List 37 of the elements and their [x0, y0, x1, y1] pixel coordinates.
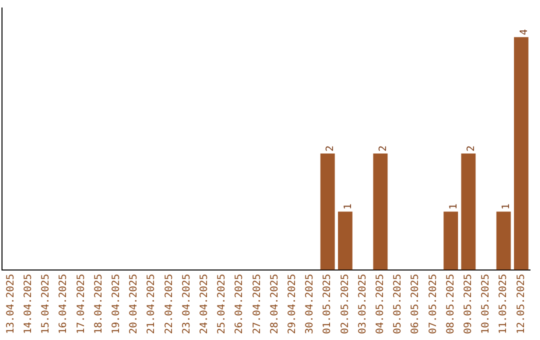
data-label: 2 — [466, 145, 477, 152]
data-label: 2 — [378, 145, 389, 152]
x-tick-label: 10.05.2025 — [480, 274, 492, 334]
data-label: 2 — [325, 145, 336, 152]
x-tick-label: 12.05.2025 — [516, 274, 527, 334]
x-tick-label: 13.04.2025 — [5, 274, 16, 334]
x-tick-label: 16.04.2025 — [58, 274, 70, 334]
x-tick-label: 01.05.2025 — [322, 274, 334, 334]
data-label: 1 — [342, 204, 354, 210]
x-tick-label: 27.04.2025 — [252, 274, 263, 334]
x-tick-label: 21.04.2025 — [146, 274, 158, 334]
x-tick-label: 23.04.2025 — [181, 274, 192, 334]
data-label: 1 — [501, 204, 512, 210]
data-label: 1 — [448, 204, 460, 210]
x-tick-label: 05.05.2025 — [392, 274, 404, 334]
x-tick-label: 11.05.2025 — [498, 274, 510, 334]
x-tick-label: 28.04.2025 — [269, 274, 280, 334]
x-tick-label: 09.05.2025 — [462, 274, 474, 334]
x-tick-label: 22.04.2025 — [164, 274, 175, 334]
x-tick-label: 20.04.2025 — [128, 274, 140, 334]
x-tick-label: 25.04.2025 — [216, 274, 228, 334]
x-tick-label: 18.04.2025 — [93, 274, 104, 334]
x-tick-label: 26.04.2025 — [234, 274, 246, 334]
x-tick-label: 06.05.2025 — [410, 274, 422, 334]
x-tick-label: 08.05.2025 — [445, 274, 456, 334]
x-tick-label: 24.04.2025 — [198, 274, 210, 334]
x-tick-label: 02.05.2025 — [340, 274, 351, 334]
x-tick-label: 07.05.2025 — [428, 274, 439, 334]
x-tick-label: 14.04.2025 — [22, 274, 34, 334]
data-label: 4 — [518, 29, 530, 36]
x-tick-label: 30.04.2025 — [304, 274, 316, 334]
x-tick-label: 19.04.2025 — [110, 274, 122, 334]
x-tick-label: 29.04.2025 — [286, 274, 298, 334]
x-tick-label: 17.04.2025 — [76, 274, 87, 334]
x-tick-label: 15.04.2025 — [40, 274, 52, 334]
x-tick-label: 04.05.2025 — [374, 274, 386, 334]
x-tick-label: 03.05.2025 — [357, 274, 368, 334]
